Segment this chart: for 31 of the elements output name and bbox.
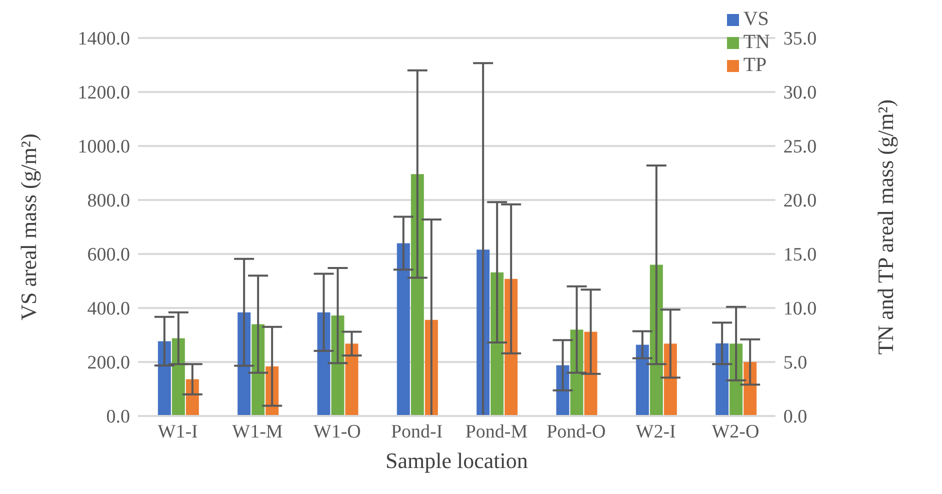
y2-tick-label: 5.0 [783,352,808,374]
x-tick-label: W1-O [313,421,361,442]
y-tick-label: 400.0 [87,298,130,320]
legend-label: TP [743,54,767,77]
y2-tick-label: 15.0 [783,244,817,266]
x-tick-label: W1-I [158,421,198,442]
bar [345,344,358,416]
y2-axis-title: TN and TP areal mass (g/m²) [873,99,898,355]
x-tick-label: Pond-I [390,421,443,442]
x-tick-label: W2-I [636,421,676,442]
legend-label: TN [743,31,770,54]
y2-tick-label: 30.0 [783,82,817,104]
y-tick-label: 200.0 [87,352,130,374]
y-tick-label: 1200.0 [78,82,130,104]
y2-tick-label: 0.0 [783,406,808,428]
y2-tick-label: 25.0 [783,136,817,158]
y2-tick-label: 20.0 [783,190,817,212]
y2-tick-label: 10.0 [783,298,817,320]
y-tick-label: 0.0 [106,406,130,428]
x-tick-label: W2-O [712,421,760,442]
x-axis-title: Sample location [385,448,528,473]
x-tick-label: Pond-O [546,421,606,442]
legend-label: VS [743,8,769,31]
y-tick-label: 800.0 [87,190,130,212]
y-tick-label: 600.0 [87,244,130,266]
y-tick-label: 1400.0 [78,28,130,50]
y2-tick-label: 35.0 [783,28,817,50]
y-tick-label: 1000.0 [78,136,130,158]
x-tick-label: Pond-M [465,421,528,442]
x-tick-label: W1-M [232,421,283,442]
y-axis-title: VS areal mass (g/m²) [16,134,41,320]
